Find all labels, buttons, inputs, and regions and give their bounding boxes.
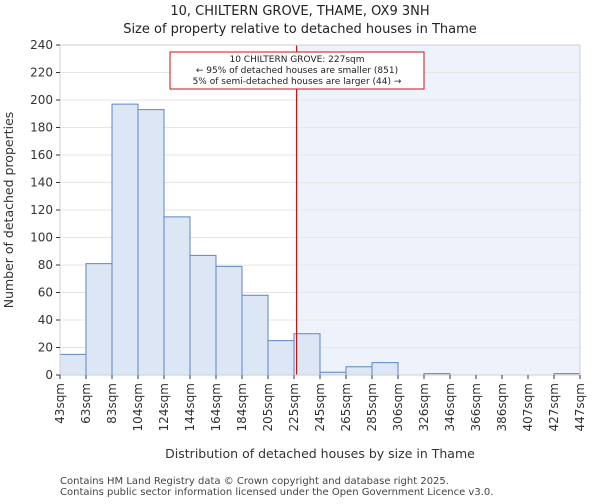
x-axis-label: Distribution of detached houses by size … [165,446,475,461]
x-tick-labels: 43sqm 63sqm 83sqm 104sqm 124sqm 144sqm 164sqm 1… [53,375,587,431]
x-tick-label: 63sqm [79,383,93,424]
bar-43sqm [59,353,87,376]
annotation-line-1: 10 CHILTERN GROVE: 227sqm [229,55,364,65]
x-tick-label: 245sqm [313,383,327,431]
x-tick-label: 184sqm [235,383,249,431]
y-tick-labels: 0 20 40 60 80 100 120 140 160 180 200 220 240 [30,38,60,382]
chart-subtitle: Size of property relative to detached ho… [123,22,477,37]
x-tick-label: 225sqm [287,383,301,431]
bar-205sqm [267,340,295,376]
y-tick-label: 240 [30,38,53,52]
annotation-box: 10 CHILTERN GROVE: 227sqm ← 95% of detac… [169,51,425,90]
x-tick-label: 326sqm [417,383,431,431]
y-tick-label: 0 [45,368,53,382]
bar-184sqm [241,294,269,376]
y-tick-label: 100 [30,231,53,245]
x-tick-label: 144sqm [183,383,197,431]
x-tick-label: 83sqm [105,383,119,424]
footer-line-2: Contains public sector information licen… [60,487,493,498]
bar-265sqm [345,366,373,376]
y-tick-label: 200 [30,93,53,107]
chart-title: 10, CHILTERN GROVE, THAME, OX9 3NH [170,4,429,19]
y-tick-label: 220 [30,66,53,80]
y-tick-label: 40 [38,313,53,327]
bar-285sqm [371,362,399,376]
x-tick-label: 346sqm [443,383,457,431]
x-tick-label: 306sqm [391,383,405,431]
y-tick-label: 160 [30,148,53,162]
y-tick-label: 180 [30,121,53,135]
x-tick-label: 427sqm [547,383,561,431]
annotation-line-3: 5% of semi-detached houses are larger (4… [193,77,402,87]
y-tick-label: 60 [38,286,53,300]
x-tick-label: 447sqm [573,383,587,431]
bars [59,103,581,376]
footer-line-1: Contains HM Land Registry data © Crown c… [60,476,449,487]
x-tick-label: 205sqm [261,383,275,431]
bar-63sqm [85,263,113,376]
bar-225sqm [293,333,321,376]
y-tick-label: 120 [30,203,53,217]
x-tick-label: 407sqm [521,383,535,431]
bar-104sqm [137,109,165,376]
x-tick-label: 285sqm [365,383,379,431]
annotation-line-2: ← 95% of detached houses are smaller (85… [196,66,398,76]
x-tick-label: 265sqm [339,383,353,431]
x-tick-label: 104sqm [131,383,145,431]
x-tick-label: 366sqm [469,383,483,431]
bar-164sqm [215,265,243,376]
bar-144sqm [189,254,217,376]
x-tick-label: 164sqm [209,383,223,431]
x-tick-label: 124sqm [157,383,171,431]
x-tick-label: 43sqm [53,383,67,424]
y-tick-label: 20 [38,341,53,355]
y-axis-label: Number of detached properties [1,112,16,309]
bar-124sqm [163,216,191,376]
annotation-frame [169,51,425,90]
bar-83sqm [111,103,139,376]
x-tick-label: 386sqm [495,383,509,431]
y-tick-label: 140 [30,176,53,190]
y-tick-label: 80 [38,258,53,272]
